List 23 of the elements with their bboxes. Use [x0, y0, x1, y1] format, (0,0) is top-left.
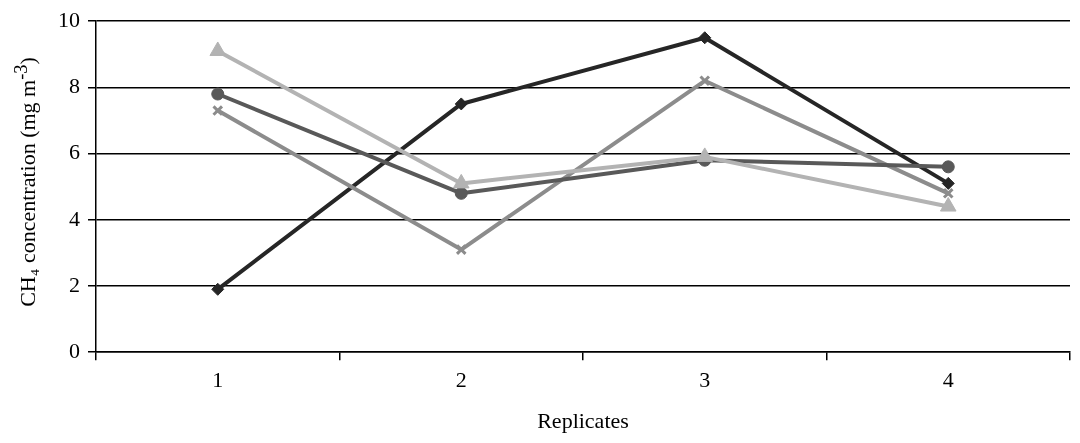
y-tick-label: 10: [58, 6, 80, 32]
point: [212, 104, 224, 117]
y-tick-label: 8: [69, 73, 80, 99]
y-tick-label: 4: [69, 205, 80, 231]
point: [699, 75, 711, 87]
y-tick-label: 0: [69, 337, 80, 363]
point: [698, 31, 712, 45]
point: [939, 197, 957, 212]
point: [211, 282, 225, 296]
x-tick-label: 3: [699, 367, 711, 393]
x-axis-title: Replicates: [537, 407, 629, 433]
y-tick-label: 6: [69, 139, 80, 165]
point: [942, 187, 954, 200]
y-tick-label: 2: [69, 271, 80, 297]
x-tick-label: 4: [942, 367, 954, 393]
x-tick-label: 2: [455, 367, 467, 393]
point: [455, 243, 467, 256]
point: [941, 160, 955, 174]
x-tick-label: 1: [212, 367, 224, 393]
point: [941, 176, 955, 190]
point: [454, 97, 468, 111]
point: [454, 186, 468, 200]
point: [211, 87, 225, 101]
